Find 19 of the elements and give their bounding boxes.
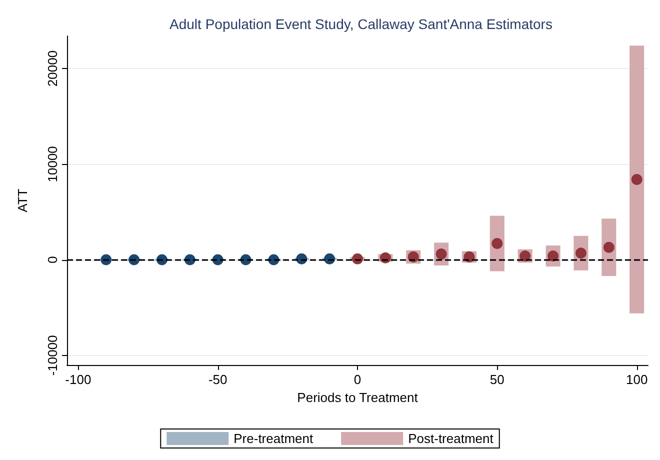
y-tick-label: -10000 bbox=[45, 335, 60, 376]
y-axis-title: ATT bbox=[15, 188, 30, 212]
y-tick-label: 0 bbox=[45, 256, 60, 264]
y-tick-label: 10000 bbox=[45, 146, 60, 182]
point bbox=[631, 174, 642, 185]
point bbox=[492, 238, 503, 250]
point bbox=[603, 242, 614, 253]
x-tick-label: 50 bbox=[490, 372, 504, 387]
x-axis-title: Periods to Treatment bbox=[297, 390, 418, 405]
bar bbox=[630, 46, 644, 314]
x-tick-label: 100 bbox=[626, 372, 648, 387]
legend-label: Pre-treatment bbox=[234, 431, 314, 446]
chart-title: Adult Population Event Study, Callaway Sant'Anna Estimators bbox=[170, 16, 552, 32]
legend-label: Post-treatment bbox=[408, 431, 494, 446]
x-tick-label: -50 bbox=[208, 372, 228, 387]
x-tick-label: -100 bbox=[65, 372, 92, 387]
x-tick-label: 0 bbox=[354, 372, 362, 387]
y-tick-label: 20000 bbox=[45, 50, 60, 87]
point bbox=[352, 253, 363, 264]
